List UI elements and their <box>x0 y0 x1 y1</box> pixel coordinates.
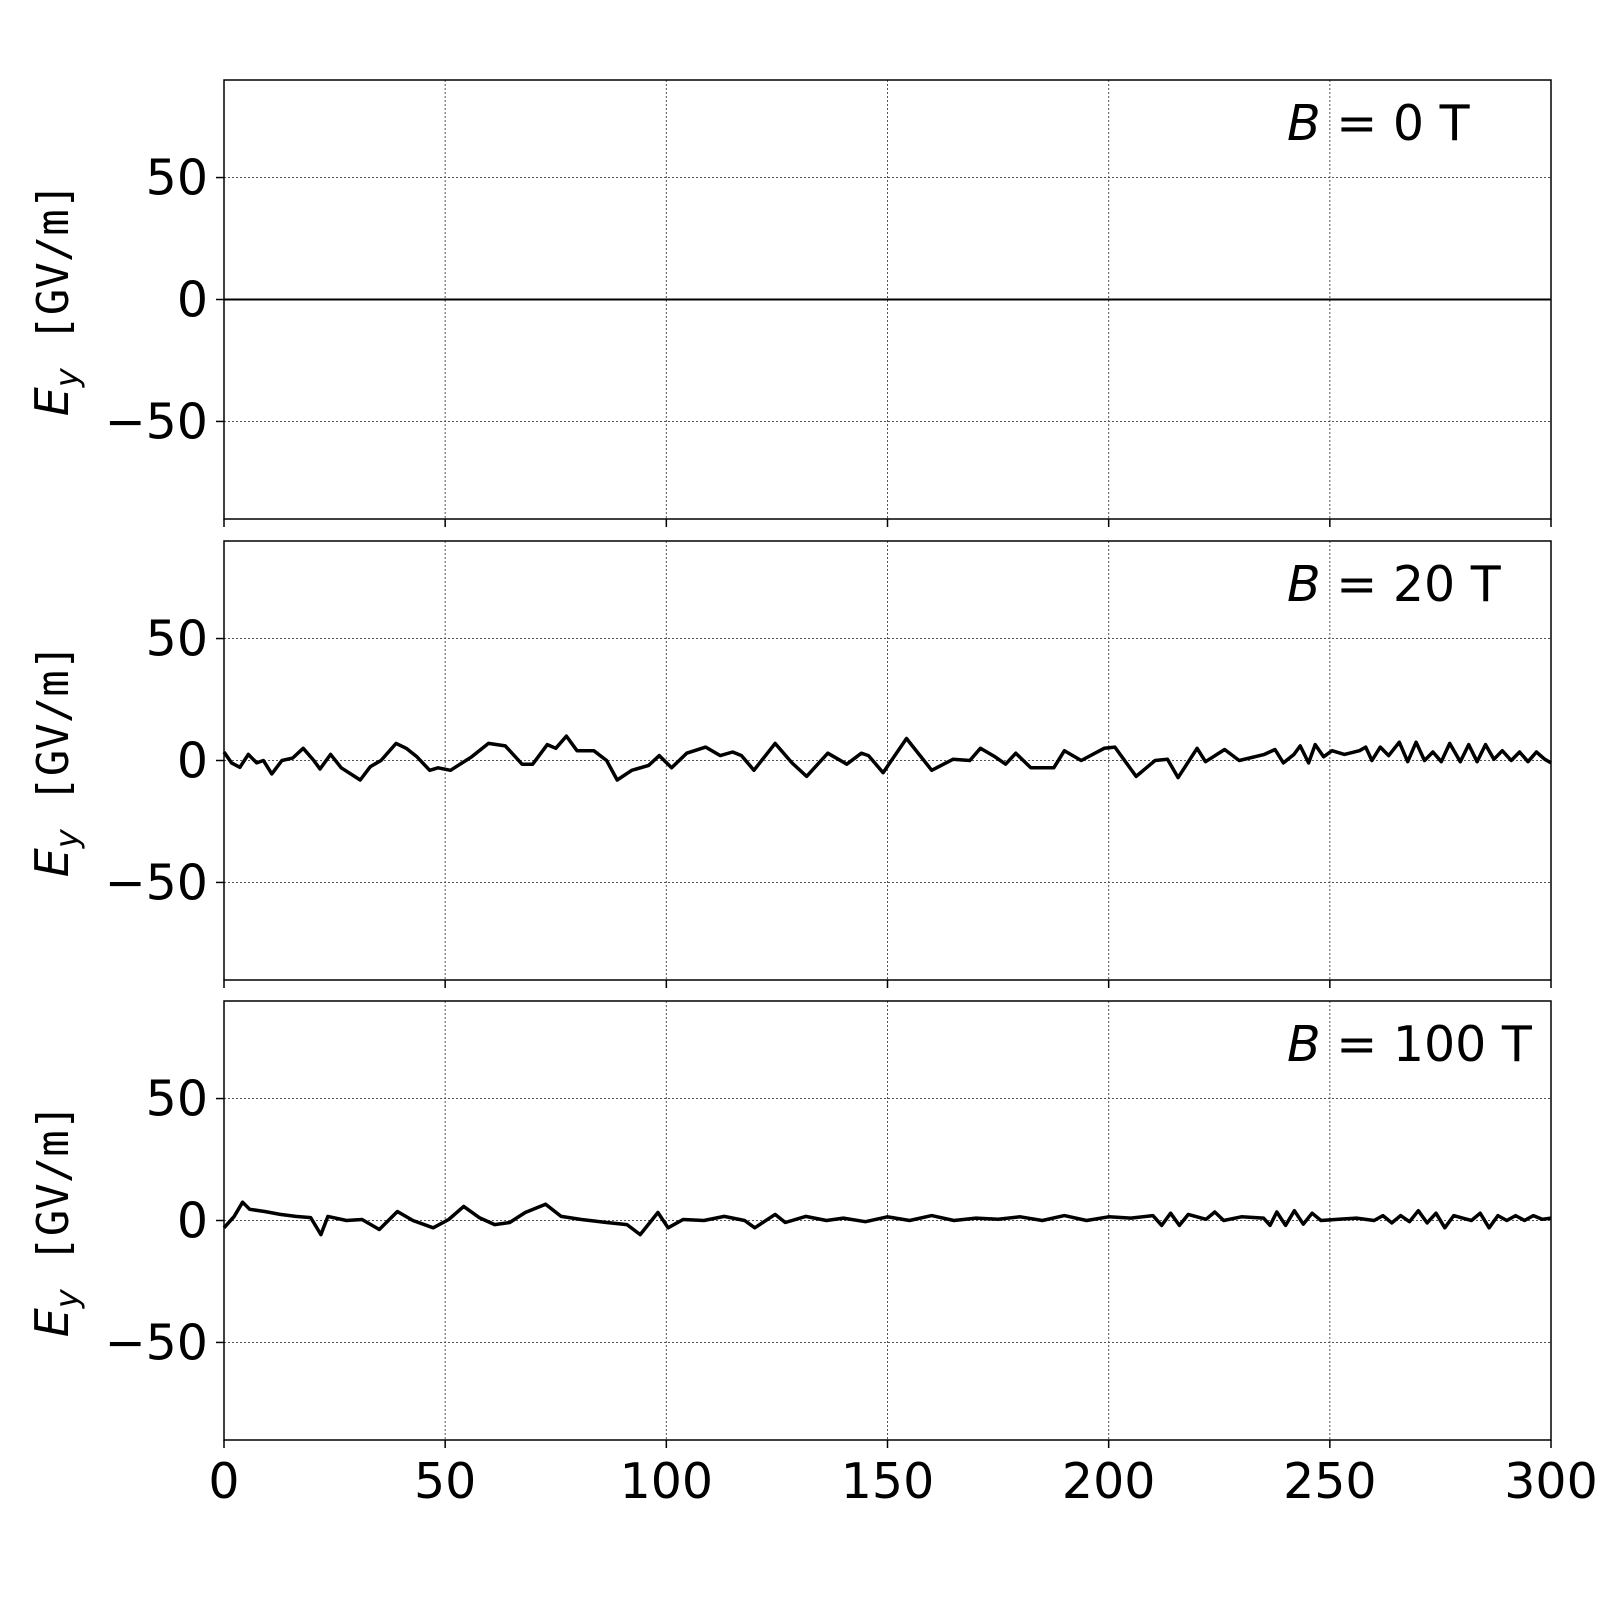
y-axis-label: Ey [GV/m] <box>25 1104 86 1337</box>
y-tick-label: 0 <box>177 1193 208 1250</box>
axes-frame <box>223 540 1552 981</box>
annotation-value: = 20 T <box>1321 556 1502 613</box>
x-tick-label: 300 <box>1504 1453 1598 1510</box>
annotation-value: = 0 T <box>1321 95 1471 152</box>
ylabel-subscript: y <box>48 1288 86 1309</box>
ylabel-subscript: y <box>48 828 86 849</box>
ylabel-subscript: y <box>48 367 86 388</box>
annotation-variable: B <box>1287 95 1321 152</box>
ylabel-variable: E <box>25 848 79 877</box>
field-annotation: B = 100 T <box>1287 1016 1533 1073</box>
subplot-3: 0 50 100 150 200 250 300 50 0 −50 B = 100 T Ey [GV/… <box>25 1000 1598 1510</box>
annotation-value: = 100 T <box>1321 1016 1533 1073</box>
ylabel-variable: E <box>25 1308 79 1337</box>
field-annotation: B = 0 T <box>1287 95 1471 152</box>
ylabel-unit: [GV/m] <box>28 1104 79 1289</box>
annotation-variable: B <box>1287 1016 1321 1073</box>
x-tick-label: 200 <box>1062 1453 1156 1510</box>
x-tick-label: 0 <box>208 1453 239 1510</box>
y-tick-label: 0 <box>177 272 208 329</box>
x-tick-label: 100 <box>620 1453 714 1510</box>
y-tick-label: 50 <box>146 1071 208 1128</box>
ylabel-unit: [GV/m] <box>28 644 79 829</box>
x-tick-label: 50 <box>414 1453 476 1510</box>
y-axis-label: Ey [GV/m] <box>25 183 86 416</box>
y-tick-label: −50 <box>105 854 208 911</box>
axes-frame <box>223 79 1552 520</box>
y-tick-label: 50 <box>146 611 208 668</box>
subplot-1: 50 0 −50 B = 0 T Ey [GV/m] <box>25 79 1552 527</box>
x-tick-label: 250 <box>1283 1453 1377 1510</box>
annotation-variable: B <box>1287 556 1321 613</box>
y-tick-label: 50 <box>146 150 208 207</box>
field-annotation: B = 20 T <box>1287 556 1502 613</box>
x-tick-label: 150 <box>841 1453 935 1510</box>
y-tick-label: −50 <box>105 1314 208 1371</box>
series-line <box>222 1200 1552 1237</box>
ylabel-variable: E <box>25 387 79 416</box>
ylabel-unit: [GV/m] <box>28 183 79 368</box>
series-line <box>222 734 1552 782</box>
y-axis-label: Ey [GV/m] <box>25 644 86 877</box>
axes-frame <box>223 1000 1552 1441</box>
y-tick-label: −50 <box>105 393 208 450</box>
subplot-2: 50 0 −50 B = 20 T Ey [GV/m] <box>25 540 1552 988</box>
y-tick-label: 0 <box>177 733 208 790</box>
